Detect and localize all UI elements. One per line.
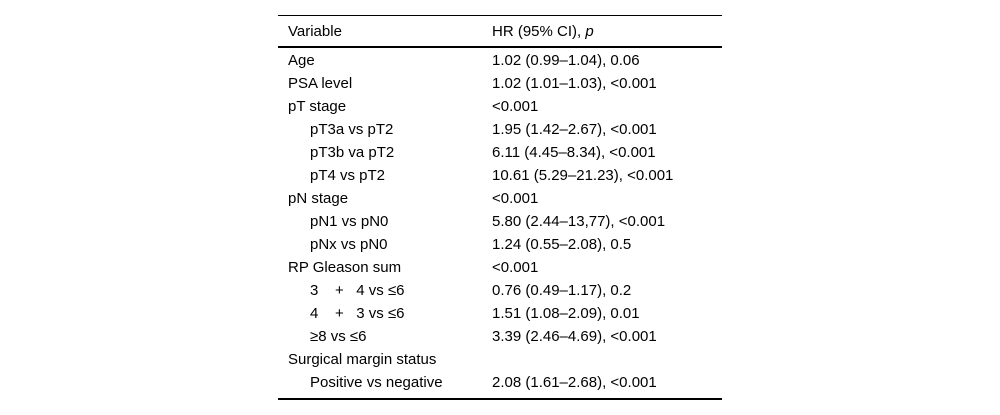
variable-cell: RP Gleason sum xyxy=(288,259,402,276)
table-row: pT3a vs pT2 1.95 (1.42–2.67), <0.001 xyxy=(278,118,722,141)
table-row: PSA level 1.02 (1.01–1.03), <0.001 xyxy=(278,72,722,95)
table-row: 4 + 3 vs ≤6 1.51 (1.08–2.09), 0.01 xyxy=(278,302,722,325)
table-row: RP Gleason sum <0.001 xyxy=(278,256,722,279)
value-cell: 10.61 (5.29–21.23), <0.001 xyxy=(492,167,674,184)
value-cell: <0.001 xyxy=(492,259,539,276)
value-cell: <0.001 xyxy=(492,98,539,115)
table-row: pT4 vs pT2 10.61 (5.29–21.23), <0.001 xyxy=(278,164,722,187)
table-row: Positive vs negative 2.08 (1.61–2.68), <… xyxy=(278,371,722,394)
variable-cell: pNx vs pN0 xyxy=(310,236,388,253)
variable-cell: 4 + 3 vs ≤6 xyxy=(310,305,405,322)
value-cell: 3.39 (2.46–4.69), <0.001 xyxy=(492,328,657,345)
table-row: ≥8 vs ≤6 3.39 (2.46–4.69), <0.001 xyxy=(278,325,722,348)
variable-cell: pT3b va pT2 xyxy=(310,144,395,161)
table-row: pT stage <0.001 xyxy=(278,95,722,118)
header-variable: Variable xyxy=(288,22,342,40)
value-cell: 1.51 (1.08–2.09), 0.01 xyxy=(492,305,640,322)
header-value-prefix: HR (95% CI), xyxy=(492,22,586,40)
value-cell: 1.02 (1.01–1.03), <0.001 xyxy=(492,75,657,92)
table-body: Age 1.02 (0.99–1.04), 0.06 PSA level 1.0… xyxy=(278,48,722,398)
variable-cell: PSA level xyxy=(288,75,353,92)
variable-cell: pT3a vs pT2 xyxy=(310,121,394,138)
variable-cell: pN1 vs pN0 xyxy=(310,213,389,230)
table-row: Age 1.02 (0.99–1.04), 0.06 xyxy=(278,49,722,72)
variable-cell: pN stage xyxy=(288,190,349,207)
table-header-row: Variable HR (95% CI), p xyxy=(278,16,722,48)
variable-cell: Age xyxy=(288,52,315,69)
header-value: HR (95% CI), p xyxy=(492,23,722,40)
value-cell: 2.08 (1.61–2.68), <0.001 xyxy=(492,374,657,391)
header-p-symbol: p xyxy=(585,22,594,40)
value-cell: 5.80 (2.44–13,77), <0.001 xyxy=(492,213,666,230)
variable-cell: pT stage xyxy=(288,98,347,115)
value-cell: 1.02 (0.99–1.04), 0.06 xyxy=(492,52,640,69)
results-table: Variable HR (95% CI), p Age 1.02 (0.99–1… xyxy=(278,15,722,400)
table-row: pN1 vs pN0 5.80 (2.44–13,77), <0.001 xyxy=(278,210,722,233)
value-cell: 0.76 (0.49–1.17), 0.2 xyxy=(492,282,632,299)
variable-cell: Surgical margin status xyxy=(288,351,437,368)
variable-cell: 3 + 4 vs ≤6 xyxy=(310,282,405,299)
table-row: pT3b va pT2 6.11 (4.45–8.34), <0.001 xyxy=(278,141,722,164)
table-row: 3 + 4 vs ≤6 0.76 (0.49–1.17), 0.2 xyxy=(278,279,722,302)
table-row: pNx vs pN0 1.24 (0.55–2.08), 0.5 xyxy=(278,233,722,256)
value-cell: 1.95 (1.42–2.67), <0.001 xyxy=(492,121,657,138)
variable-cell: ≥8 vs ≤6 xyxy=(310,328,367,345)
value-cell: 1.24 (0.55–2.08), 0.5 xyxy=(492,236,632,253)
variable-cell: pT4 vs pT2 xyxy=(310,167,386,184)
value-cell: 6.11 (4.45–8.34), <0.001 xyxy=(492,144,656,161)
value-cell: <0.001 xyxy=(492,190,539,207)
variable-cell: Positive vs negative xyxy=(310,374,443,391)
table-row: Surgical margin status xyxy=(278,348,722,371)
table-row: pN stage <0.001 xyxy=(278,187,722,210)
